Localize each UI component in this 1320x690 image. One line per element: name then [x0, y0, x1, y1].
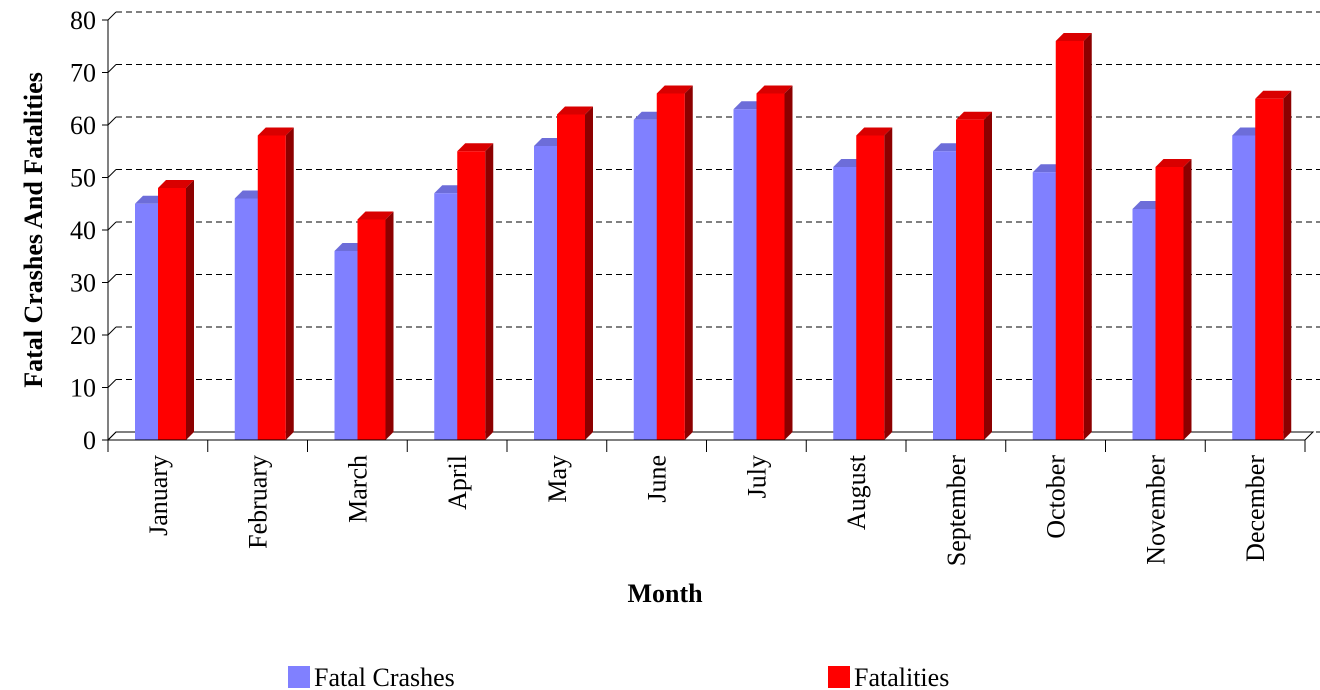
bar	[357, 219, 386, 440]
y-tick-label: 70	[70, 59, 96, 88]
y-tick-label: 50	[70, 164, 96, 193]
bar	[1132, 209, 1157, 440]
x-tick-label: July	[742, 455, 771, 498]
tick-depth	[107, 116, 117, 126]
bar-side	[684, 85, 693, 440]
x-tick-label: April	[443, 455, 472, 510]
bar-side	[1183, 159, 1192, 440]
tick-depth	[107, 221, 117, 231]
bar	[158, 188, 186, 440]
x-tick-label: February	[244, 455, 273, 549]
bar-side	[186, 180, 194, 440]
tick-depth	[107, 11, 117, 21]
bar	[733, 109, 758, 440]
x-tick-label: March	[343, 455, 372, 523]
bar-side	[285, 127, 294, 440]
bar	[135, 203, 159, 440]
bar-top	[158, 180, 194, 188]
bar-side	[485, 143, 494, 440]
y-tick-label: 60	[70, 111, 96, 140]
bar-top	[756, 85, 793, 94]
bar-top	[1255, 90, 1292, 99]
y-tick-label: 30	[70, 269, 96, 298]
bar	[1055, 41, 1084, 440]
tick-depth	[107, 326, 117, 336]
bar	[1155, 167, 1184, 440]
bar	[856, 135, 885, 440]
tick-depth	[107, 379, 117, 388]
legend-swatch	[288, 666, 310, 688]
bar	[1255, 98, 1284, 440]
y-tick-label: 40	[70, 216, 96, 245]
tick-depth	[107, 169, 117, 178]
bar-side	[784, 85, 793, 440]
bar-top	[956, 111, 992, 120]
x-tick-label: October	[1042, 455, 1071, 539]
bar-top	[357, 211, 394, 220]
x-tick-label: November	[1141, 455, 1170, 565]
bar	[756, 93, 785, 440]
y-tick-label: 10	[70, 374, 96, 403]
tick-depth	[107, 431, 117, 441]
bar	[334, 251, 359, 440]
bar-side	[385, 211, 394, 440]
bar	[933, 151, 957, 440]
bar	[434, 193, 459, 440]
bar-top	[1155, 159, 1192, 167]
x-tick-label: January	[144, 455, 173, 536]
bar-side	[1283, 90, 1292, 440]
bar	[557, 114, 585, 440]
legend-label: Fatal Crashes	[314, 663, 455, 690]
tick-depth	[107, 64, 117, 73]
x-tick-label: December	[1241, 455, 1270, 562]
tick-depth	[107, 274, 117, 283]
bar-side	[984, 111, 992, 440]
bar	[1032, 172, 1057, 440]
x-tick-label: August	[842, 454, 871, 530]
y-tick-label: 80	[70, 6, 96, 35]
x-axis-title: Month	[627, 579, 703, 608]
bar-top	[1055, 33, 1092, 41]
bar-side	[585, 106, 593, 440]
bar	[257, 135, 286, 440]
bar-top	[257, 127, 294, 136]
bar	[833, 167, 858, 440]
y-axis-title: Fatal Crashes And Fatalities	[19, 72, 48, 388]
legend-swatch	[828, 666, 850, 688]
bar	[534, 146, 558, 440]
bar-top	[457, 143, 494, 152]
bar-top	[557, 106, 593, 115]
bar-side	[884, 127, 893, 440]
bar	[234, 198, 259, 440]
bar-top	[856, 127, 893, 136]
bar-top	[656, 85, 693, 94]
bar-side	[1083, 33, 1092, 440]
x-tick-label: September	[942, 455, 971, 567]
bar	[633, 119, 658, 440]
x-tick-label: May	[543, 455, 572, 503]
y-tick-label: 0	[83, 426, 96, 455]
legend-label: Fatalities	[854, 663, 949, 690]
bar	[457, 151, 486, 440]
bar	[656, 93, 685, 440]
y-tick-label: 20	[70, 321, 96, 350]
x-tick-label: June	[643, 455, 672, 503]
bar	[1232, 135, 1257, 440]
bar	[956, 119, 984, 440]
